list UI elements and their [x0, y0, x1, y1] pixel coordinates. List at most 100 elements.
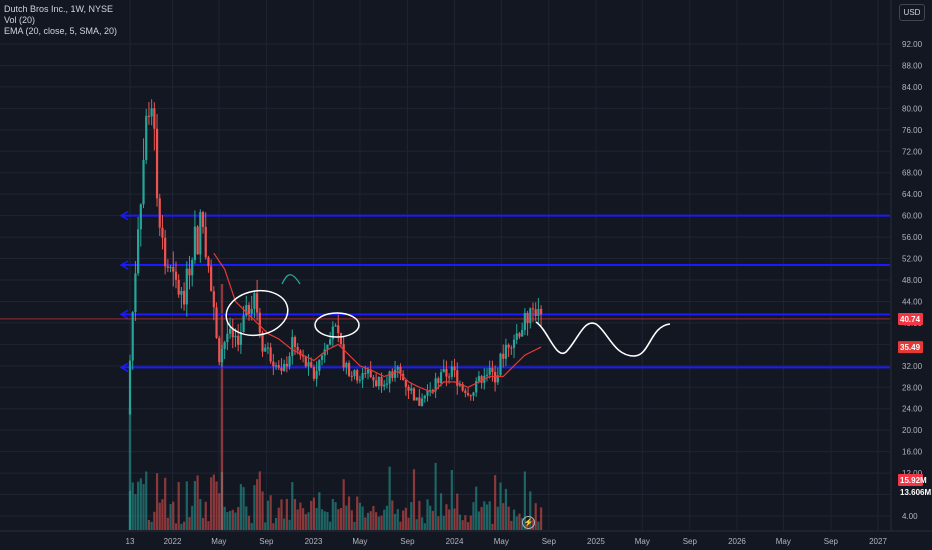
volume-bar — [334, 502, 337, 530]
candle-body — [155, 128, 159, 199]
candle-body — [231, 328, 234, 338]
y-tick-label: 32.00 — [902, 362, 923, 371]
candle-body — [128, 360, 132, 415]
candle-body — [145, 115, 148, 161]
volume-bar — [228, 511, 232, 530]
candle-body — [304, 356, 307, 367]
volume-bar — [253, 485, 256, 530]
volume-bar — [307, 512, 310, 530]
legend-ema[interactable]: EMA (20, close, 5, SMA, 20) — [4, 26, 118, 36]
volume-bar — [174, 523, 178, 530]
candle-body — [177, 279, 180, 295]
candle-body — [523, 312, 526, 330]
candle-body — [350, 375, 353, 377]
candle-body — [188, 268, 191, 276]
candle-body — [253, 293, 256, 310]
candle-body — [337, 325, 340, 333]
svg-text:13.606M: 13.606M — [900, 488, 931, 497]
candle-body — [164, 237, 167, 267]
volume-bar — [434, 462, 437, 530]
candle-body — [423, 395, 426, 399]
candle-body — [274, 365, 278, 367]
volume-bar — [399, 521, 402, 530]
candle-body — [477, 376, 480, 382]
volume-bar — [534, 503, 537, 530]
candle-body — [515, 333, 518, 340]
volume-bar — [415, 519, 418, 530]
freehand-circle[interactable] — [223, 286, 292, 340]
volume-bar — [301, 508, 305, 530]
currency-button[interactable]: USD — [899, 4, 925, 21]
volume-bar — [264, 522, 267, 530]
candle-body — [539, 308, 543, 315]
volume-bar — [155, 473, 159, 530]
volume-bar — [393, 514, 397, 530]
volume-bar — [329, 521, 332, 530]
candle-body — [331, 326, 334, 340]
volume-bar — [258, 471, 261, 530]
y-tick-label: 28.00 — [902, 383, 923, 392]
volume-bar — [207, 521, 210, 530]
candle-body — [393, 369, 397, 378]
volume-bar — [153, 511, 156, 530]
volume-bar — [496, 506, 499, 530]
x-tick-label: Sep — [400, 537, 415, 546]
candle-body — [453, 366, 456, 371]
candle-body — [261, 332, 264, 352]
candle-body — [142, 160, 145, 205]
volume-bar — [266, 500, 270, 530]
candle-body — [410, 388, 413, 391]
volume-bar — [212, 474, 215, 530]
volume-bar — [504, 488, 508, 530]
volume-bar — [231, 509, 234, 530]
x-tick-label: 2025 — [587, 537, 605, 546]
volume-bar — [469, 515, 472, 530]
freehand-stroke[interactable] — [281, 274, 301, 285]
candle-body — [226, 333, 229, 343]
candle-body — [488, 367, 491, 375]
legend-volume[interactable]: Vol (20) — [4, 15, 36, 25]
volume-bar — [466, 522, 470, 530]
volume-avg-label: 13.606M — [898, 486, 931, 498]
time-axis[interactable]: 13 2022 May Sep 2023 May Sep 2024 May Sep 2025 May S… — [0, 530, 932, 546]
x-tick-label: May — [211, 537, 226, 546]
volume-bar — [293, 498, 297, 530]
price-axis[interactable]: 92.00 88.00 84.00 80.00 76.00 72.00 68.00 64.00… — [890, 0, 923, 531]
volume-bar — [331, 499, 334, 530]
ema-line-path — [213, 252, 542, 394]
y-tick-label: 12.00 — [902, 469, 923, 478]
candle-body — [358, 379, 361, 381]
candle-body — [466, 393, 470, 396]
candle-body — [204, 226, 207, 258]
candle-body — [494, 371, 497, 383]
volume-bar — [445, 504, 448, 530]
candle-body — [485, 374, 489, 376]
candle-body — [134, 273, 137, 313]
volume-bar — [299, 502, 302, 530]
legend-symbol[interactable]: Dutch Bros Inc., 1W, NYSE — [4, 4, 114, 14]
volume-bar — [142, 484, 145, 530]
volume-bar — [388, 466, 391, 530]
volume-bar — [166, 517, 169, 530]
candle-body — [469, 395, 472, 397]
volume-bar — [491, 523, 494, 530]
candle-body — [372, 377, 375, 381]
freehand-circle[interactable] — [314, 312, 360, 338]
level-arrow — [119, 210, 129, 221]
candle-body — [502, 353, 505, 359]
candle-body — [247, 305, 251, 314]
freehand-wave[interactable] — [535, 321, 671, 357]
candle-body — [512, 339, 516, 348]
candle-body — [245, 305, 248, 316]
volume-bar — [245, 506, 248, 530]
x-tick-label: Sep — [824, 537, 839, 546]
price-labels: 40.74 35.49 15.92M 13.606M — [898, 312, 931, 498]
volume-bar — [412, 469, 416, 530]
candle-body — [418, 397, 421, 406]
candle-body — [537, 308, 540, 316]
volume-bar — [502, 503, 505, 530]
volume-bar — [369, 511, 372, 530]
lightning-icon[interactable]: ⚡ — [522, 516, 535, 529]
svg-text:35.49: 35.49 — [900, 343, 921, 352]
